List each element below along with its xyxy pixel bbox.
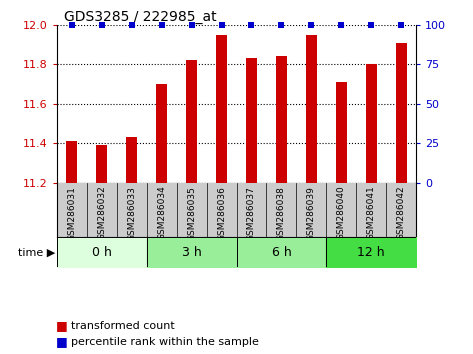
- Text: 6 h: 6 h: [272, 246, 291, 259]
- Text: transformed count: transformed count: [71, 321, 175, 331]
- Text: GSM286037: GSM286037: [247, 186, 256, 241]
- Text: GSM286033: GSM286033: [127, 186, 136, 241]
- Text: GSM286041: GSM286041: [367, 186, 376, 240]
- Bar: [366, 64, 377, 183]
- Text: GSM286039: GSM286039: [307, 186, 316, 241]
- Text: GSM286038: GSM286038: [277, 186, 286, 241]
- Bar: [276, 56, 287, 183]
- Bar: [246, 58, 257, 183]
- Text: 12 h: 12 h: [358, 246, 385, 259]
- Text: GSM286040: GSM286040: [337, 186, 346, 240]
- Text: percentile rank within the sample: percentile rank within the sample: [71, 337, 259, 347]
- Text: ■: ■: [56, 319, 67, 332]
- Bar: [67, 142, 77, 183]
- Bar: [336, 82, 347, 183]
- Bar: [96, 145, 107, 183]
- Text: GDS3285 / 222985_at: GDS3285 / 222985_at: [64, 10, 217, 24]
- Bar: [216, 35, 227, 183]
- Bar: [306, 35, 316, 183]
- Text: 3 h: 3 h: [182, 246, 201, 259]
- Text: ■: ■: [56, 335, 67, 348]
- Bar: [396, 42, 406, 183]
- Bar: [157, 84, 167, 183]
- Text: GSM286036: GSM286036: [217, 186, 226, 241]
- Text: 0 h: 0 h: [92, 246, 112, 259]
- Bar: [126, 137, 137, 183]
- Bar: [186, 61, 197, 183]
- Text: GSM286031: GSM286031: [67, 186, 76, 241]
- Text: GSM286032: GSM286032: [97, 186, 106, 240]
- Text: GSM286034: GSM286034: [157, 186, 166, 240]
- Text: GSM286042: GSM286042: [397, 186, 406, 240]
- Text: GSM286035: GSM286035: [187, 186, 196, 241]
- Text: time ▶: time ▶: [18, 247, 55, 257]
